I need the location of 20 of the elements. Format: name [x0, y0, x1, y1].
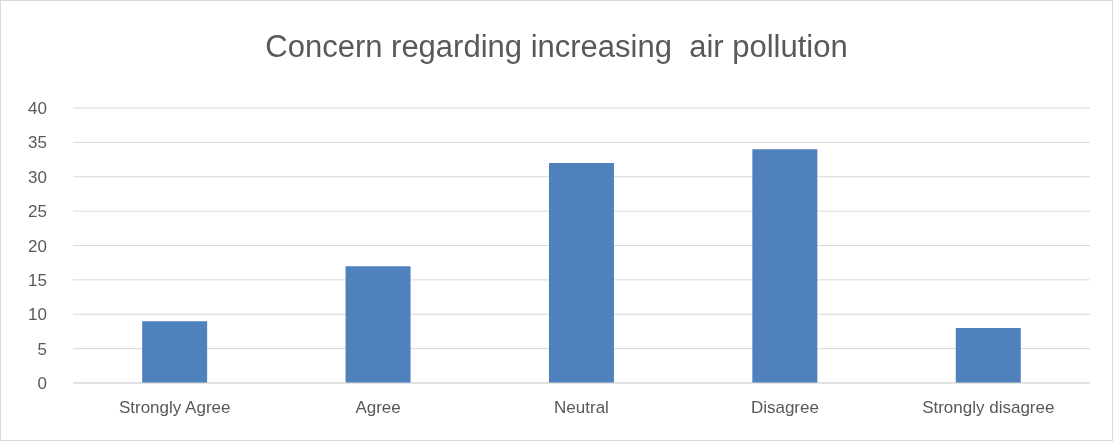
bar — [955, 328, 1021, 383]
y-tick-label: 40 — [28, 99, 47, 119]
chart-title: Concern regarding increasing air pollution — [264, 29, 849, 65]
x-tick-label: Disagree — [750, 398, 819, 418]
bar — [142, 321, 208, 383]
x-tick-label: Strongly disagree — [922, 398, 1055, 418]
y-tick-label: 10 — [28, 305, 47, 325]
y-tick-label: 5 — [37, 339, 47, 359]
x-tick-label: Strongly Agree — [118, 398, 231, 418]
y-tick-label: 20 — [28, 236, 47, 256]
bar — [752, 149, 818, 383]
y-tick-label: 25 — [28, 202, 47, 222]
bar — [548, 163, 614, 383]
y-tick-label: 15 — [28, 270, 47, 290]
bar — [345, 266, 411, 383]
y-tick-label: 35 — [28, 133, 47, 153]
x-tick-label: Neutral — [554, 398, 609, 418]
x-tick-label: Agree — [355, 398, 401, 418]
y-tick-label: 30 — [28, 167, 47, 187]
y-tick-label: 0 — [37, 374, 47, 394]
